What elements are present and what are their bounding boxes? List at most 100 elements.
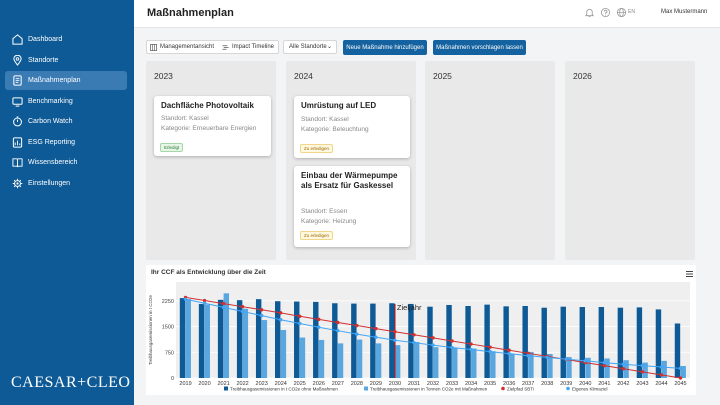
sidebar-item-label: Benchmarking [28, 97, 73, 105]
report-icon [12, 137, 23, 148]
line-point [621, 367, 626, 371]
legend-swatch [501, 386, 505, 391]
bell-icon[interactable] [584, 7, 595, 18]
card-title: Umrüstung auf LED [301, 101, 377, 110]
sidebar-item-label: Dashboard [28, 35, 63, 43]
x-tick-label: 2028 [351, 381, 363, 387]
chart-bar [490, 351, 496, 378]
hamburger-menu-icon[interactable] [686, 271, 693, 277]
x-tick-label: 2025 [294, 381, 306, 387]
chart-bar [465, 306, 471, 378]
status-badge: Erledigt [160, 143, 184, 152]
location-pin-icon [13, 55, 22, 66]
x-tick-label: 2031 [408, 381, 420, 387]
status-badge: Zu erledigen [300, 144, 334, 153]
chart-bar [204, 304, 210, 378]
chart-bar [274, 301, 281, 378]
sidebar-item-label: ESG Reporting [28, 138, 76, 146]
chart-bar [484, 304, 490, 378]
measure-card[interactable]: Dachfläche Photovoltaik Standort: Kassel… [154, 96, 271, 156]
x-tick-label: 2020 [198, 381, 210, 387]
sidebar-item-einstellungen[interactable]: Einstellungen [5, 174, 127, 193]
x-tick-label: 2021 [217, 381, 229, 387]
sidebar-item-carbon-watch[interactable]: Carbon Watch [5, 112, 127, 131]
x-tick-label: 2029 [370, 381, 382, 387]
help-icon[interactable] [600, 7, 611, 18]
chart-bar [198, 303, 205, 378]
x-tick-label: 2033 [446, 381, 458, 387]
x-tick-label: 2032 [427, 381, 439, 387]
location-select[interactable]: Alle Standorte ⌄ [283, 40, 337, 54]
line-point [602, 363, 607, 368]
column-year: 2024 [294, 71, 313, 81]
chart-title: Ihr CCF als Entwicklung über die Zeit [151, 269, 266, 276]
line-point [526, 351, 530, 356]
chart-bar [280, 330, 287, 378]
line-point [431, 336, 435, 340]
chart-bar [471, 348, 477, 378]
sidebar-item-standorte[interactable]: Standorte [5, 51, 127, 70]
user-name[interactable]: Max Mustermann [661, 9, 708, 15]
line-point [659, 365, 664, 369]
chart-bar [433, 347, 439, 378]
chart-bar [313, 301, 319, 378]
sidebar-item-benchmarking[interactable]: Benchmarking [5, 92, 127, 111]
sidebar-item-label: Einstellungen [28, 179, 71, 187]
suggest-measures-button[interactable]: Maßnahmen vorschlagen lassen [433, 40, 526, 55]
line-point [221, 301, 226, 306]
chart-bar [446, 304, 452, 378]
card-location: Standort: Essen [301, 208, 348, 215]
view-timeline-button[interactable]: Impact Timeline [222, 41, 280, 53]
x-tick-label: 2037 [522, 381, 534, 387]
x-tick-label: 2038 [541, 381, 553, 387]
x-tick-label: 2034 [465, 381, 477, 387]
globe-icon[interactable] [616, 7, 627, 18]
language-label[interactable]: EN [628, 9, 635, 15]
chart-bar [541, 307, 547, 378]
y-axis-label: Treibhausgasemissionen in t CO2e [148, 294, 153, 365]
measure-card[interactable]: Einbau der Wärmepumpe als Ersatz für Gas… [294, 166, 410, 247]
legend-label: Eigenes Klimaziel [572, 387, 608, 392]
sidebar-item-wissensbereich[interactable]: Wissensbereich [5, 153, 127, 172]
sidebar-item-esg-reporting[interactable]: ESG Reporting [5, 133, 127, 152]
line-point [450, 345, 454, 350]
status-badge: Zu erledigen [300, 231, 334, 240]
measure-card[interactable]: Umrüstung auf LED Standort: Kassel Kateg… [294, 96, 410, 158]
line-point [602, 360, 607, 365]
line-point [431, 343, 435, 347]
legend-label: Treibhausgasemissionen in t CO2e ohne Ma… [230, 387, 338, 392]
chart-bar [337, 343, 344, 378]
board-column-2025: 2025 [425, 61, 555, 260]
chart-bar [236, 300, 243, 378]
line-point [678, 376, 683, 380]
sidebar-item-massnahmenplan[interactable]: Maßnahmenplan [5, 71, 127, 90]
line-point [374, 326, 378, 331]
column-year: 2025 [433, 71, 452, 81]
book-icon [12, 158, 23, 168]
sidebar-item-dashboard[interactable]: Dashboard [5, 30, 127, 49]
location-select-value: Alle Standorte [289, 44, 327, 50]
chart-bar [332, 303, 338, 378]
view-timeline-label: Impact Timeline [232, 44, 275, 50]
view-management-button[interactable]: Managementansicht [150, 41, 220, 53]
add-measure-button[interactable]: Neue Maßnahme hinzufügen [343, 40, 427, 55]
y-tick-label: 2250 [162, 299, 174, 305]
chart-bar [547, 354, 553, 378]
board-column-2026: 2026 [565, 61, 695, 260]
chart-bar [598, 307, 605, 378]
line-point [355, 332, 359, 336]
chart-bar [318, 339, 325, 378]
legend-label: Treibhausgasemissionen in Tonnen CO2e mi… [370, 387, 488, 392]
x-tick-label: 2027 [332, 381, 344, 387]
chart-bar [560, 306, 566, 378]
sidebar-item-label: Maßnahmenplan [28, 76, 81, 84]
x-tick-label: 2036 [503, 381, 515, 387]
chart-bar [389, 303, 395, 378]
chart-bar [522, 306, 528, 378]
document-icon [13, 75, 22, 86]
x-tick-label: 2035 [484, 381, 496, 387]
line-point [564, 357, 568, 361]
line-point [621, 362, 626, 366]
stopwatch-icon [13, 116, 22, 127]
line-point [640, 370, 645, 374]
